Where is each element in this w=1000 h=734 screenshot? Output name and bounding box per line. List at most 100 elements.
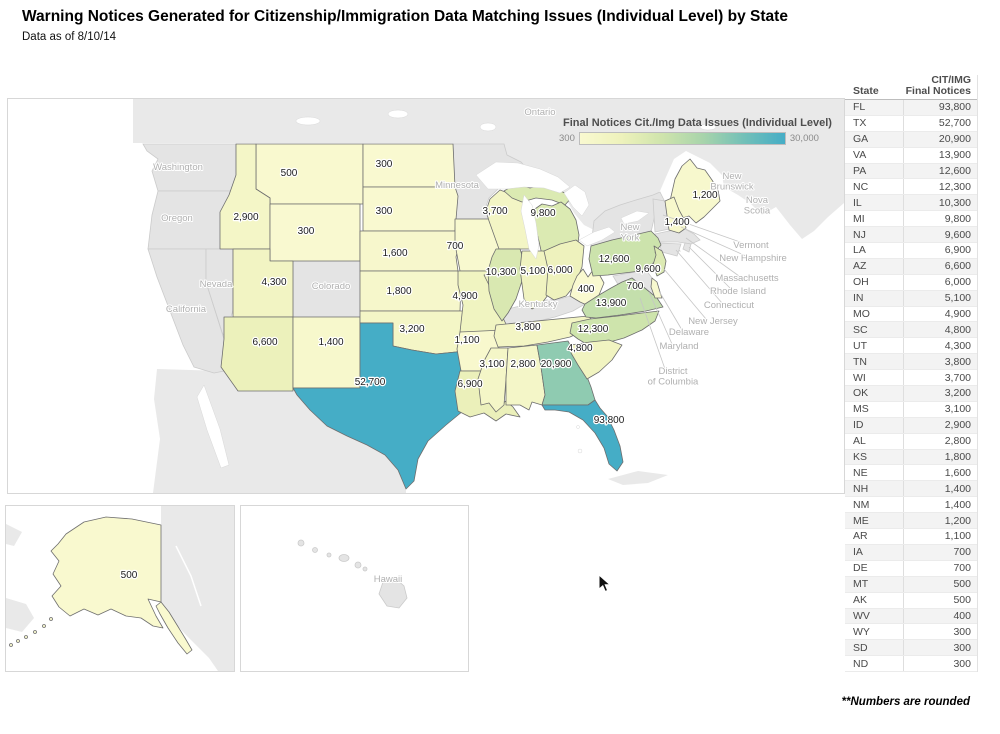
map-value-label-NJ: 9,600 <box>635 264 660 275</box>
table-row[interactable]: AK 500 <box>845 592 977 609</box>
map-value-label-WV: 400 <box>578 284 595 295</box>
table-cell-value: 2,900 <box>903 417 977 433</box>
alaska-labels: 500 <box>119 568 139 582</box>
legend-min-label: 300 <box>559 133 575 144</box>
hawaii-map[interactable]: Hawaii <box>241 506 468 671</box>
legend-max-label: 30,000 <box>789 133 819 144</box>
canada-landmass-ak <box>161 506 234 671</box>
state-ME-shape[interactable] <box>669 158 721 224</box>
table-cell-state: FL <box>853 101 866 114</box>
state-NM-shape[interactable] <box>292 316 361 389</box>
table-row[interactable]: SC 4,800 <box>845 322 977 339</box>
table-row[interactable]: MT 500 <box>845 576 977 593</box>
table-cell-value: 93,800 <box>903 100 977 115</box>
table-cell-state: MS <box>853 403 869 416</box>
table-row[interactable]: NM 1,400 <box>845 497 977 514</box>
table-cell-value: 500 <box>903 576 977 592</box>
table-row[interactable]: IN 5,100 <box>845 290 977 307</box>
table-row[interactable]: AZ 6,600 <box>845 258 977 275</box>
table-cell-state: TX <box>853 117 867 130</box>
table-row[interactable]: GA 20,900 <box>845 131 977 148</box>
table-cell-value: 300 <box>903 656 977 672</box>
table-row[interactable]: PA 12,600 <box>845 163 977 180</box>
table-row[interactable]: AR 1,100 <box>845 529 977 545</box>
map-value-label-MO: 4,900 <box>452 291 477 302</box>
table-cell-state: GA <box>853 133 869 146</box>
table-row[interactable]: NC 12,300 <box>845 179 977 196</box>
map-name-label: District of Columbia <box>648 366 699 388</box>
map-name-label: Massachusetts <box>715 273 779 284</box>
map-value-label-IA: 700 <box>447 241 464 252</box>
state-VA-shape[interactable] <box>581 277 664 319</box>
table-cell-state: NC <box>853 180 869 193</box>
alaska-panhandle-shape[interactable] <box>155 601 193 655</box>
state-CT-shape <box>658 242 682 257</box>
table-row[interactable]: OH 6,000 <box>845 274 977 291</box>
table-cell-state: NE <box>853 466 868 479</box>
table-cell-state: UT <box>853 339 867 352</box>
table-cell-state: VA <box>853 149 867 162</box>
state-AK-shape[interactable] <box>50 516 164 629</box>
state-FL-shape[interactable] <box>541 399 624 472</box>
legend-title: Final Notices Cit./Img Data Issues (Indi… <box>563 117 832 129</box>
canada-lake <box>387 109 409 119</box>
state-NJ-shape[interactable] <box>652 245 667 277</box>
map-labels: 500 300 300 2,900 300 1,600 4,300 1,800 6,600 1,4… <box>152 106 788 427</box>
table-row[interactable]: NJ 9,600 <box>845 227 977 244</box>
alaska-map[interactable]: 500 <box>6 506 234 671</box>
table-row[interactable]: ID 2,900 <box>845 417 977 434</box>
map-value-label-TX: 52,700 <box>355 377 386 388</box>
table-row[interactable]: FL 93,800 <box>845 100 977 116</box>
table-cell-state: ME <box>853 514 869 527</box>
table-row[interactable]: NH 1,400 <box>845 481 977 498</box>
state-MT-shape[interactable] <box>255 143 364 205</box>
state-TX-shape[interactable] <box>292 322 475 490</box>
table-cell-value: 500 <box>903 592 977 608</box>
table-row[interactable]: WY 300 <box>845 624 977 641</box>
table-row[interactable]: NE 1,600 <box>845 465 977 482</box>
table-cell-value: 4,900 <box>903 306 977 322</box>
table-cell-state: AZ <box>853 260 867 273</box>
table-row[interactable]: LA 6,900 <box>845 243 977 259</box>
table-cell-state: OK <box>853 387 869 400</box>
map-value-label-ID: 2,900 <box>233 212 258 223</box>
lake-okeechobee <box>577 448 583 454</box>
table-cell-value: 1,800 <box>903 449 977 465</box>
florida-lake <box>576 425 580 429</box>
table-row[interactable]: IL 10,300 <box>845 195 977 212</box>
table-row[interactable]: ME 1,200 <box>845 513 977 530</box>
table-row[interactable]: OK 3,200 <box>845 386 977 402</box>
state-NH-shape[interactable] <box>664 196 687 234</box>
canada-lake <box>295 116 321 126</box>
table-row[interactable]: TX 52,700 <box>845 115 977 132</box>
table-row[interactable]: KS 1,800 <box>845 449 977 466</box>
table-row[interactable]: TN 3,800 <box>845 354 977 371</box>
state-SC-shape[interactable] <box>570 339 623 380</box>
table-row[interactable]: VA 13,900 <box>845 147 977 164</box>
big-island-shape <box>378 577 408 609</box>
state-AZ-shape[interactable] <box>220 316 294 392</box>
table-row[interactable]: SD 300 <box>845 640 977 657</box>
table-row[interactable]: IA 700 <box>845 544 977 561</box>
table-row[interactable]: UT 4,300 <box>845 338 977 355</box>
table-cell-state: KS <box>853 451 868 464</box>
map-name-label: Connecticut <box>704 300 755 311</box>
table-cell-state: WI <box>853 371 866 384</box>
table-row[interactable]: ND 300 <box>845 656 977 673</box>
table-cell-state: PA <box>853 165 867 177</box>
table-row[interactable]: MS 3,100 <box>845 401 977 418</box>
state-NC-shape[interactable] <box>569 310 660 346</box>
map-value-label-SC: 4,800 <box>567 343 592 354</box>
state-NE-shape[interactable] <box>359 230 461 272</box>
table-row[interactable]: DE 700 <box>845 560 977 577</box>
table-row[interactable]: WI 3,700 <box>845 370 977 387</box>
table-row[interactable]: AL 2,800 <box>845 433 977 450</box>
state-WY-shape[interactable] <box>269 203 361 262</box>
state-SD-shape[interactable] <box>362 186 459 232</box>
table-row[interactable]: WV 400 <box>845 608 977 625</box>
us-choropleth-map[interactable]: 500 300 300 2,900 300 1,600 4,300 1,800 6,600 1,4… <box>8 99 844 493</box>
table-row[interactable]: MI 9,800 <box>845 211 977 228</box>
state-DE-shape[interactable] <box>650 277 663 299</box>
table-row[interactable]: MO 4,900 <box>845 306 977 323</box>
table-cell-value: 1,200 <box>903 513 977 529</box>
